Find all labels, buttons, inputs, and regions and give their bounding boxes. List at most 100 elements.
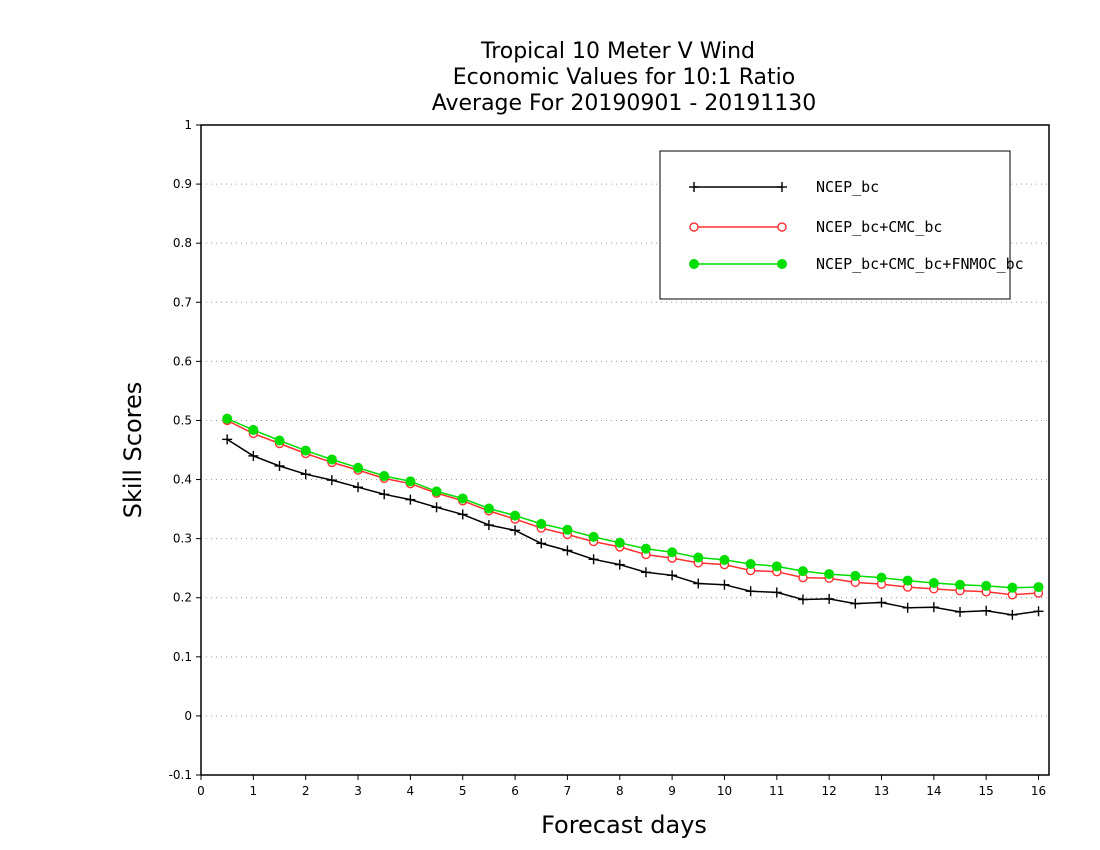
y-tick-label: 0.1 (173, 650, 192, 664)
data-point (981, 580, 992, 591)
data-point (771, 587, 782, 598)
data-point (431, 486, 442, 497)
data-point (719, 554, 730, 565)
y-tick-label: 0.5 (173, 413, 192, 427)
data-point (431, 502, 442, 513)
x-axis-label: Forecast days (541, 811, 707, 839)
series-line (226, 418, 1039, 589)
y-tick-label: 0 (184, 709, 192, 723)
x-axis-ticks: 0 1 2 3 4 5 6 7 8 9 10 11 12 13 14 15 16 (197, 775, 1046, 798)
data-point (689, 259, 699, 269)
y-tick-label: -0.1 (169, 768, 192, 782)
data-point (274, 435, 285, 446)
title-line-1: Tropical 10 Meter V Wind (480, 39, 755, 64)
data-point (614, 537, 625, 548)
x-tick-label: 0 (197, 784, 205, 798)
y-tick-label: 0.6 (173, 354, 192, 368)
data-point (693, 552, 704, 563)
data-point (562, 545, 573, 556)
legend-entry: NCEP_bc+CMC_bc (689, 218, 942, 236)
data-point (510, 510, 521, 521)
data-point (1033, 582, 1044, 593)
x-tick-label: 16 (1031, 784, 1046, 798)
title-line-2: Economic Values for 10:1 Ratio (453, 65, 795, 90)
data-point (562, 524, 573, 535)
data-point (902, 602, 913, 613)
x-tick-label: 3 (354, 784, 362, 798)
data-point (771, 561, 782, 572)
data-point (614, 559, 625, 570)
y-axis-label: Skill Scores (119, 382, 147, 519)
y-tick-label: 1 (184, 118, 192, 132)
data-point (719, 579, 730, 590)
data-point (876, 597, 887, 608)
data-point (405, 476, 416, 487)
data-point (248, 450, 259, 461)
legend: NCEP_bc NCEP_bc+CMC_bc NCEP_bc+CMC_bc+FNMO… (659, 150, 1024, 300)
y-tick-label: 0.9 (173, 177, 192, 191)
data-point (824, 569, 835, 580)
data-point (588, 531, 599, 542)
y-tick-label: 0.4 (173, 473, 192, 487)
data-point (745, 586, 756, 597)
series-NCEP_bc (222, 434, 1044, 620)
data-point (824, 593, 835, 604)
data-point (689, 182, 699, 192)
title-line-3: Average For 20190901 - 20191130 (432, 91, 817, 116)
data-point (483, 520, 494, 531)
series-NCEP_bc+CMC_bc+FNMOC_bc (222, 413, 1044, 593)
data-point (928, 577, 939, 588)
x-tick-label: 14 (926, 784, 941, 798)
data-point (353, 462, 364, 473)
data-point (326, 475, 337, 486)
data-point (379, 489, 390, 500)
data-point (1007, 609, 1018, 620)
data-point (326, 454, 337, 465)
data-point (1007, 582, 1018, 593)
data-point (353, 482, 364, 493)
x-tick-label: 4 (407, 784, 415, 798)
x-tick-label: 2 (302, 784, 310, 798)
x-tick-label: 1 (250, 784, 258, 798)
x-tick-label: 11 (769, 784, 784, 798)
legend-label: NCEP_bc+CMC_bc+FNMOC_bc (816, 255, 1024, 273)
y-tick-label: 0.2 (173, 591, 192, 605)
series-layer (222, 413, 1044, 620)
data-point (588, 554, 599, 565)
series-line (226, 438, 1039, 616)
x-tick-label: 9 (668, 784, 676, 798)
data-point (1033, 606, 1044, 617)
data-point (928, 602, 939, 613)
data-point (667, 547, 678, 558)
x-tick-label: 7 (564, 784, 572, 798)
data-point (457, 493, 468, 504)
data-point (745, 559, 756, 570)
data-point (689, 222, 699, 232)
y-axis-ticks: -0.1 0 0.1 0.2 0.3 0.4 0.5 0.6 0.7 0.8 0.9 1 (169, 118, 201, 782)
data-point (300, 469, 311, 480)
legend-label: NCEP_bc+CMC_bc (816, 218, 942, 236)
data-point (955, 606, 966, 617)
data-point (981, 605, 992, 616)
data-point (640, 543, 651, 554)
data-point (510, 525, 521, 536)
data-point (536, 538, 547, 549)
data-point (850, 570, 861, 581)
legend-box (659, 150, 1011, 300)
data-point (777, 222, 787, 232)
series-NCEP_bc+CMC_bc (222, 415, 1044, 600)
y-tick-label: 0.7 (173, 295, 192, 309)
data-point (797, 594, 808, 605)
data-point (483, 503, 494, 514)
x-tick-label: 13 (874, 784, 889, 798)
data-point (222, 413, 233, 424)
data-point (777, 182, 787, 192)
data-point (955, 579, 966, 590)
data-point (777, 259, 787, 269)
x-tick-label: 10 (717, 784, 732, 798)
y-tick-label: 0.3 (173, 532, 192, 546)
data-point (797, 566, 808, 577)
data-point (379, 471, 390, 481)
plot-frame (200, 124, 1050, 776)
data-point (222, 434, 233, 445)
